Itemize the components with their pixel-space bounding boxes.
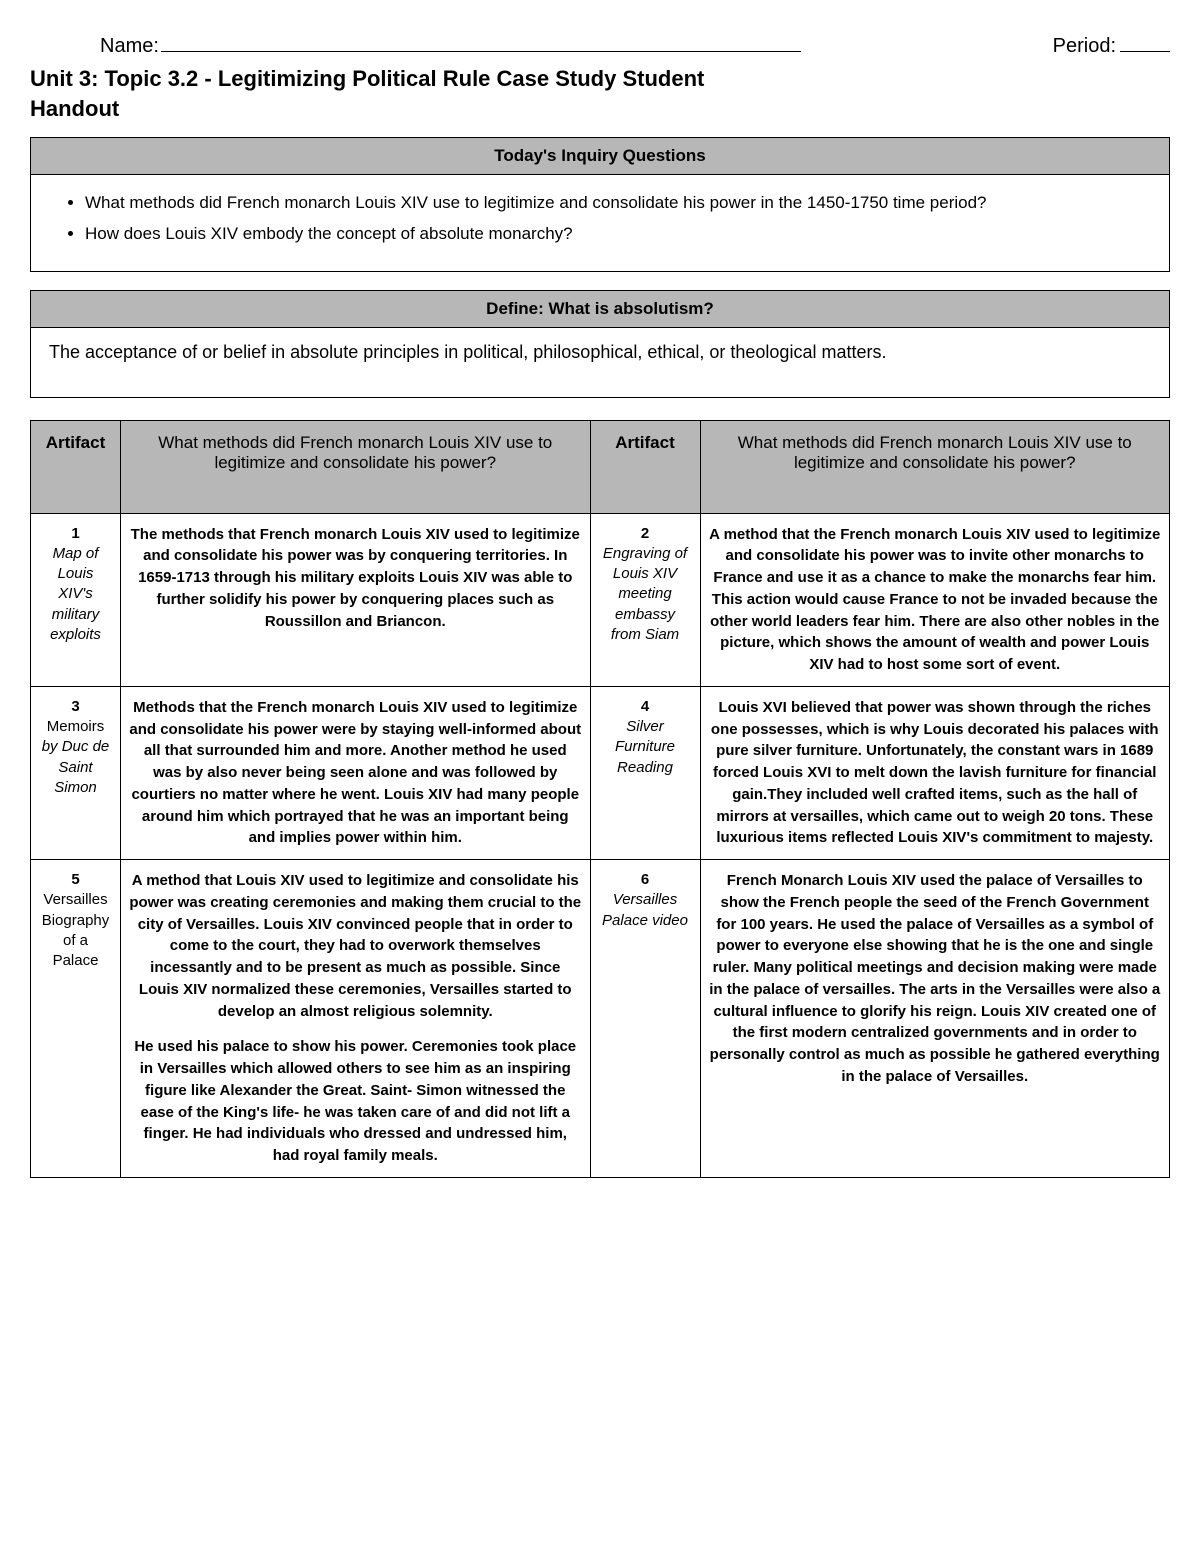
answer-text: Methods that the French monarch Louis XI… bbox=[129, 697, 582, 849]
period-label: Period: bbox=[1053, 35, 1116, 58]
define-heading: Define: What is absolutism? bbox=[31, 291, 1169, 328]
artifact-cell: 3 Memoirs by Duc de Saint Simon bbox=[31, 686, 121, 859]
artifact-name: Silver Furniture Reading bbox=[599, 717, 692, 778]
artifact-cell: 1 Map of Louis XIV's military exploits bbox=[31, 513, 121, 686]
answer-text: The methods that French monarch Louis XI… bbox=[129, 524, 582, 633]
answer-text: A method that the French monarch Louis X… bbox=[709, 524, 1162, 676]
artifact-num: 3 bbox=[39, 697, 112, 717]
inquiry-heading: Today's Inquiry Questions bbox=[31, 138, 1169, 175]
artifact-cell: 5 Versailles Biography of a Palace bbox=[31, 860, 121, 1178]
header-line: Name: Period: bbox=[30, 30, 1170, 58]
col-artifact-left: Artifact bbox=[31, 420, 121, 513]
table-header-row: Artifact What methods did French monarch… bbox=[31, 420, 1170, 513]
answer-cell: French Monarch Louis XIV used the palace… bbox=[700, 860, 1170, 1178]
define-box: Define: What is absolutism? The acceptan… bbox=[30, 290, 1170, 398]
answer-cell: Louis XVI believed that power was shown … bbox=[700, 686, 1170, 859]
artifact-name: Versailles Palace video bbox=[599, 890, 692, 931]
col-question-left: What methods did French monarch Louis XI… bbox=[121, 420, 591, 513]
col-artifact-right: Artifact bbox=[590, 420, 700, 513]
answer-text: French Monarch Louis XIV used the palace… bbox=[709, 870, 1162, 1088]
answer-cell: A method that the French monarch Louis X… bbox=[700, 513, 1170, 686]
answer-cell: A method that Louis XIV used to legitimi… bbox=[121, 860, 591, 1178]
answer-cell: The methods that French monarch Louis XI… bbox=[121, 513, 591, 686]
artifact-cell: 4 Silver Furniture Reading bbox=[590, 686, 700, 859]
period-blank[interactable] bbox=[1120, 30, 1170, 52]
inquiry-body: What methods did French monarch Louis XI… bbox=[31, 175, 1169, 270]
table-row: 5 Versailles Biography of a Palace A met… bbox=[31, 860, 1170, 1178]
answer-cell: Methods that the French monarch Louis XI… bbox=[121, 686, 591, 859]
artifact-name: Map of Louis XIV's military exploits bbox=[39, 544, 112, 645]
table-row: 3 Memoirs by Duc de Saint Simon Methods … bbox=[31, 686, 1170, 859]
artifact-name: Versailles Biography of a Palace bbox=[39, 890, 112, 971]
name-blank[interactable] bbox=[161, 30, 801, 52]
inquiry-box: Today's Inquiry Questions What methods d… bbox=[30, 137, 1170, 271]
artifact-cell: 6 Versailles Palace video bbox=[590, 860, 700, 1178]
artifact-name: Engraving of Louis XIV meeting embassy f… bbox=[599, 544, 692, 645]
answer-text: A method that Louis XIV used to legitimi… bbox=[129, 870, 582, 1022]
table-row: 1 Map of Louis XIV's military exploits T… bbox=[31, 513, 1170, 686]
artifact-name-line2: by Duc de Saint Simon bbox=[39, 737, 112, 798]
answer-text: He used his palace to show his power. Ce… bbox=[129, 1036, 582, 1167]
artifact-num: 1 bbox=[39, 524, 112, 544]
artifact-cell: 2 Engraving of Louis XIV meeting embassy… bbox=[590, 513, 700, 686]
inquiry-q1: What methods did French monarch Louis XI… bbox=[85, 191, 1155, 216]
answer-text: Louis XVI believed that power was shown … bbox=[709, 697, 1162, 849]
artifact-num: 2 bbox=[599, 524, 692, 544]
artifact-name-line1: Memoirs bbox=[39, 717, 112, 737]
inquiry-q2: How does Louis XIV embody the concept of… bbox=[85, 222, 1155, 247]
define-text: The acceptance of or belief in absolute … bbox=[31, 328, 1169, 397]
artifacts-table: Artifact What methods did French monarch… bbox=[30, 420, 1170, 1178]
name-label: Name: bbox=[100, 35, 159, 58]
artifact-num: 6 bbox=[599, 870, 692, 890]
artifact-num: 5 bbox=[39, 870, 112, 890]
col-question-right: What methods did French monarch Louis XI… bbox=[700, 420, 1170, 513]
page-title: Unit 3: Topic 3.2 - Legitimizing Politic… bbox=[30, 64, 790, 123]
artifact-num: 4 bbox=[599, 697, 692, 717]
